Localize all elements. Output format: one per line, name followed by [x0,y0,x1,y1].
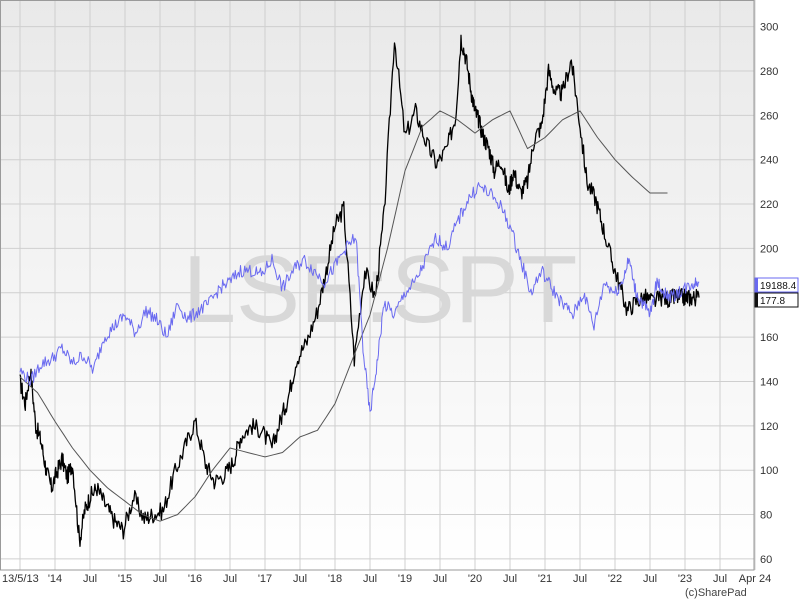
x-tick-label: Jul [153,573,167,585]
y-tick-label: 300 [760,22,778,34]
x-tick-label: '20 [468,573,482,585]
x-tick-label: '18 [328,573,342,585]
x-tick-label: '15 [118,573,132,585]
y-tick-label: 280 [760,66,778,78]
x-tick-label: Apr 24 [739,573,771,585]
y-tick-label: 140 [760,376,778,388]
y-tick-label: 80 [760,510,772,522]
y-tick-label: 240 [760,155,778,167]
credit-text: (c)SharePad [685,587,747,599]
x-tick-label: Jul [573,573,587,585]
x-tick-label: '21 [538,573,552,585]
series-line-moving-average [19,110,668,522]
y-tick-label: 160 [760,332,778,344]
last-value-tag-text: 177.8 [760,296,785,307]
last-value-tag-marker [755,278,758,292]
plot-border [0,0,755,571]
series-line-index [19,182,700,412]
x-tick-label: '16 [188,573,202,585]
y-tick-label: 220 [760,199,778,211]
y-tick-label: 100 [760,465,778,477]
x-tick-label: Jul [643,573,657,585]
x-axis: 13/5/13 '14 Jul '15 Jul '16 Jul '17 Jul '18 Jul '19… [2,573,771,585]
x-tick-label: '19 [398,573,412,585]
series-line-price [19,34,700,547]
last-value-tags: 19188.4 177.8 [754,277,799,308]
x-tick-label: '14 [48,573,62,585]
x-tick-label: Jul [363,573,377,585]
x-tick-label: Jul [433,573,447,585]
x-tick-label: Jul [83,573,97,585]
y-tick-label: 260 [760,110,778,122]
x-tick-label: Jul [223,573,237,585]
last-value-tag-marker [755,293,758,307]
last-value-tag-text: 19188.4 [760,281,797,292]
x-tick-label: Jul [713,573,727,585]
x-tick-label: '17 [258,573,272,585]
x-tick-label: '23 [678,573,692,585]
y-tick-label: 120 [760,421,778,433]
x-tick-label: '22 [608,573,622,585]
x-tick-label: 13/5/13 [2,573,39,585]
y-tick-label: 60 [760,554,772,566]
grid [0,0,756,570]
x-tick-label: Jul [293,573,307,585]
y-tick-label: 200 [760,243,778,255]
series-layer [19,34,700,547]
x-tick-label: Jul [503,573,517,585]
